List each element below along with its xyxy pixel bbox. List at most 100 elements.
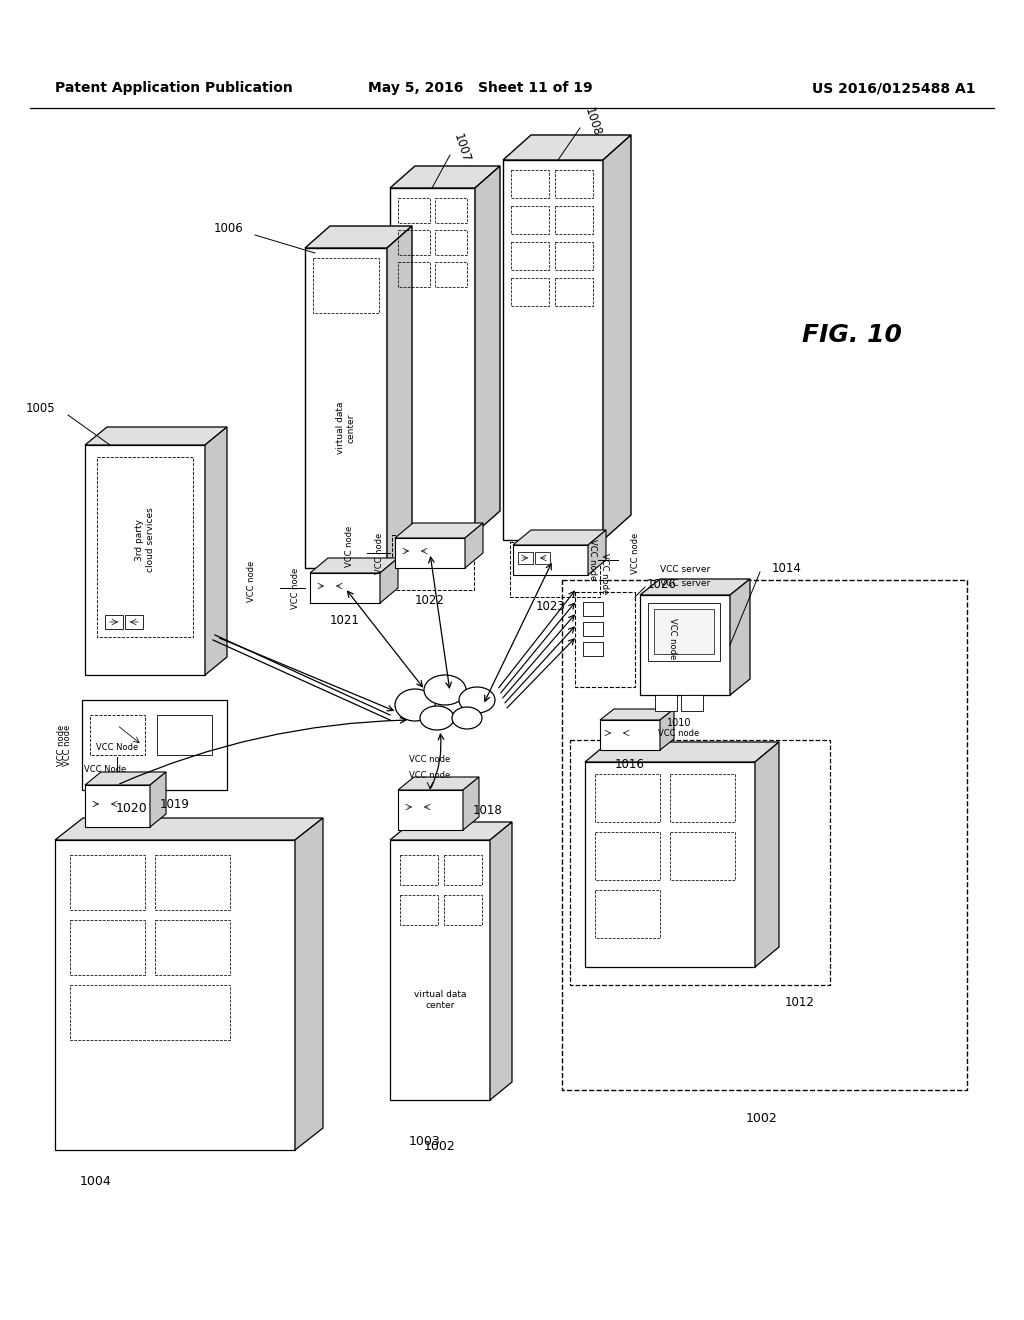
Polygon shape: [390, 187, 475, 533]
Text: 1010: 1010: [667, 718, 691, 729]
Bar: [400, 855, 438, 884]
Text: 1020: 1020: [116, 803, 147, 814]
Polygon shape: [85, 785, 150, 828]
Polygon shape: [730, 579, 750, 696]
Bar: [681, 696, 703, 711]
Polygon shape: [55, 818, 323, 840]
Bar: [97, 457, 193, 638]
Polygon shape: [475, 166, 500, 533]
Bar: [392, 535, 474, 590]
Polygon shape: [398, 777, 479, 789]
Polygon shape: [465, 523, 483, 568]
Text: virtual data
center: virtual data center: [336, 401, 355, 454]
Ellipse shape: [424, 675, 466, 705]
Text: Patent Application Publication: Patent Application Publication: [55, 81, 293, 95]
Bar: [398, 198, 430, 223]
Polygon shape: [640, 595, 730, 696]
Text: VCC node: VCC node: [62, 725, 72, 766]
Text: VCC node: VCC node: [658, 729, 699, 738]
Bar: [105, 615, 123, 630]
Text: 1002: 1002: [424, 1140, 456, 1152]
Bar: [416, 545, 430, 557]
Bar: [654, 609, 714, 653]
Polygon shape: [85, 772, 166, 785]
Bar: [70, 920, 145, 975]
Bar: [518, 552, 534, 564]
Polygon shape: [85, 445, 205, 675]
Text: 1007: 1007: [452, 132, 473, 164]
Text: US 2016/0125488 A1: US 2016/0125488 A1: [811, 81, 975, 95]
Text: VCC Node: VCC Node: [96, 742, 138, 751]
Bar: [648, 603, 720, 661]
Text: VCC node: VCC node: [57, 725, 67, 766]
Bar: [400, 895, 438, 925]
Bar: [155, 855, 230, 909]
Text: 1023: 1023: [537, 601, 566, 614]
Polygon shape: [513, 531, 606, 545]
Text: 1008: 1008: [583, 106, 604, 139]
Polygon shape: [390, 166, 500, 187]
Bar: [511, 170, 549, 198]
Bar: [435, 198, 467, 223]
Polygon shape: [305, 248, 387, 568]
Polygon shape: [585, 762, 755, 968]
Text: VCC node: VCC node: [600, 553, 609, 594]
Ellipse shape: [395, 689, 435, 721]
Text: 1014: 1014: [772, 561, 802, 574]
Polygon shape: [600, 709, 674, 719]
Bar: [562, 579, 967, 1090]
Bar: [595, 890, 660, 939]
Text: 1016: 1016: [615, 758, 645, 771]
Bar: [313, 257, 379, 313]
Bar: [555, 242, 593, 271]
Bar: [618, 727, 630, 739]
Bar: [555, 279, 593, 306]
Bar: [555, 206, 593, 234]
Text: 1026: 1026: [647, 578, 677, 590]
Polygon shape: [640, 579, 750, 595]
Text: VCC server: VCC server: [659, 565, 710, 574]
Text: 3rd party
cloud services: 3rd party cloud services: [135, 508, 155, 573]
Bar: [435, 230, 467, 255]
Text: VCC node: VCC node: [669, 618, 678, 660]
Text: 1021: 1021: [330, 615, 360, 627]
Bar: [398, 261, 430, 286]
Text: VCC node: VCC node: [589, 540, 597, 581]
Text: 1018: 1018: [473, 804, 503, 817]
Bar: [511, 279, 549, 306]
Bar: [570, 741, 830, 985]
Polygon shape: [205, 426, 227, 675]
Text: 1006: 1006: [213, 222, 243, 235]
Text: 1022: 1022: [415, 594, 445, 606]
Polygon shape: [150, 772, 166, 828]
Text: VCC server: VCC server: [659, 578, 710, 587]
Bar: [90, 797, 104, 810]
Text: 1004: 1004: [80, 1175, 112, 1188]
Ellipse shape: [452, 708, 482, 729]
Text: May 5, 2016   Sheet 11 of 19: May 5, 2016 Sheet 11 of 19: [368, 81, 592, 95]
Bar: [604, 727, 616, 739]
Bar: [157, 715, 212, 755]
Polygon shape: [600, 719, 660, 750]
Text: VCC node: VCC node: [376, 532, 384, 574]
Polygon shape: [310, 558, 398, 573]
Bar: [331, 579, 345, 591]
Bar: [595, 774, 660, 822]
Text: 1002: 1002: [746, 1111, 778, 1125]
Text: 1005: 1005: [26, 401, 55, 414]
Bar: [315, 579, 329, 591]
Polygon shape: [55, 840, 295, 1150]
Polygon shape: [310, 573, 380, 603]
Bar: [419, 800, 433, 814]
Polygon shape: [660, 709, 674, 750]
Polygon shape: [390, 840, 490, 1100]
Bar: [511, 206, 549, 234]
Polygon shape: [305, 226, 412, 248]
Polygon shape: [503, 135, 631, 160]
Bar: [444, 895, 482, 925]
Bar: [583, 622, 603, 636]
Bar: [403, 800, 417, 814]
Text: FIG. 10: FIG. 10: [802, 323, 902, 347]
Polygon shape: [85, 426, 227, 445]
Ellipse shape: [420, 706, 454, 730]
